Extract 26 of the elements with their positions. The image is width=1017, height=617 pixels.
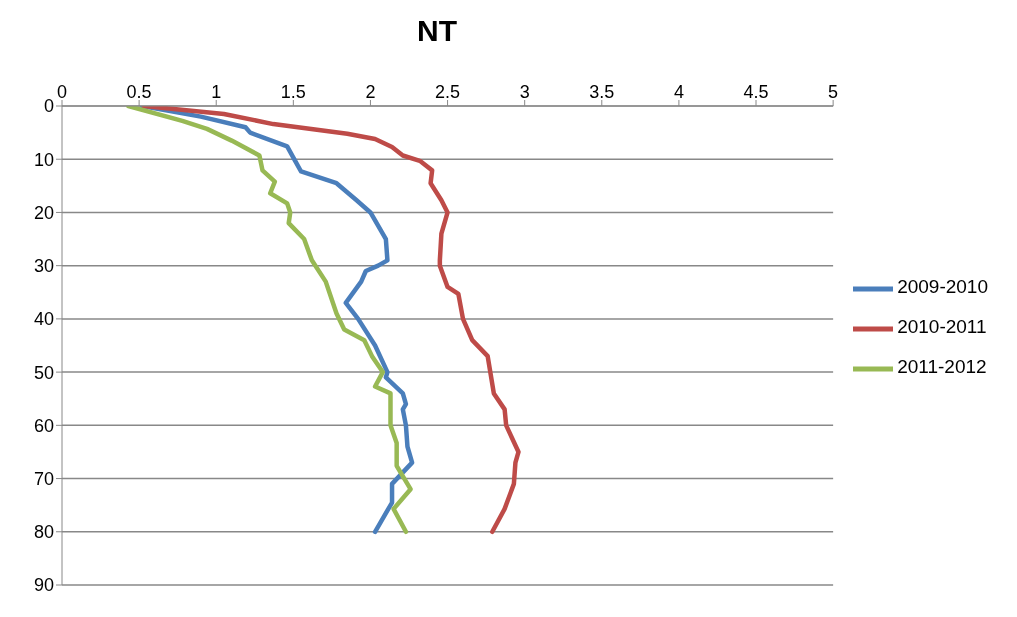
x-tick-label: 5 <box>828 82 839 102</box>
x-tick-label: 4.5 <box>743 82 769 102</box>
y-tick-label: 30 <box>33 256 54 277</box>
y-tick-label: 50 <box>33 362 54 383</box>
chart-title: NT <box>416 14 458 48</box>
legend-label: 2011-2012 <box>897 355 987 377</box>
x-tick-label: 1.5 <box>280 82 306 102</box>
x-tick-label: 1 <box>211 82 222 102</box>
y-tick-label: 60 <box>33 415 54 436</box>
legend-label: 2010-2011 <box>897 315 987 337</box>
y-tick-label: 0 <box>43 96 54 117</box>
y-tick-label: 10 <box>33 149 54 170</box>
x-tick-label: 4 <box>673 82 684 102</box>
legend-label: 2009-2010 <box>897 275 988 297</box>
x-tick-label: 0.5 <box>126 82 152 102</box>
x-tick-label: 0 <box>56 82 68 102</box>
x-tick-label: 2 <box>365 82 376 102</box>
x-tick-label: 2.5 <box>435 82 461 102</box>
line-series <box>141 106 521 535</box>
y-tick-label: 20 <box>33 202 54 223</box>
x-tick-label: 3.5 <box>589 82 615 102</box>
y-tick-label: 90 <box>33 575 54 596</box>
y-tick-label: 80 <box>33 522 54 543</box>
y-tick-label: 40 <box>33 309 54 330</box>
x-tick-label: 3 <box>519 82 530 102</box>
y-tick-label: 70 <box>33 468 54 489</box>
